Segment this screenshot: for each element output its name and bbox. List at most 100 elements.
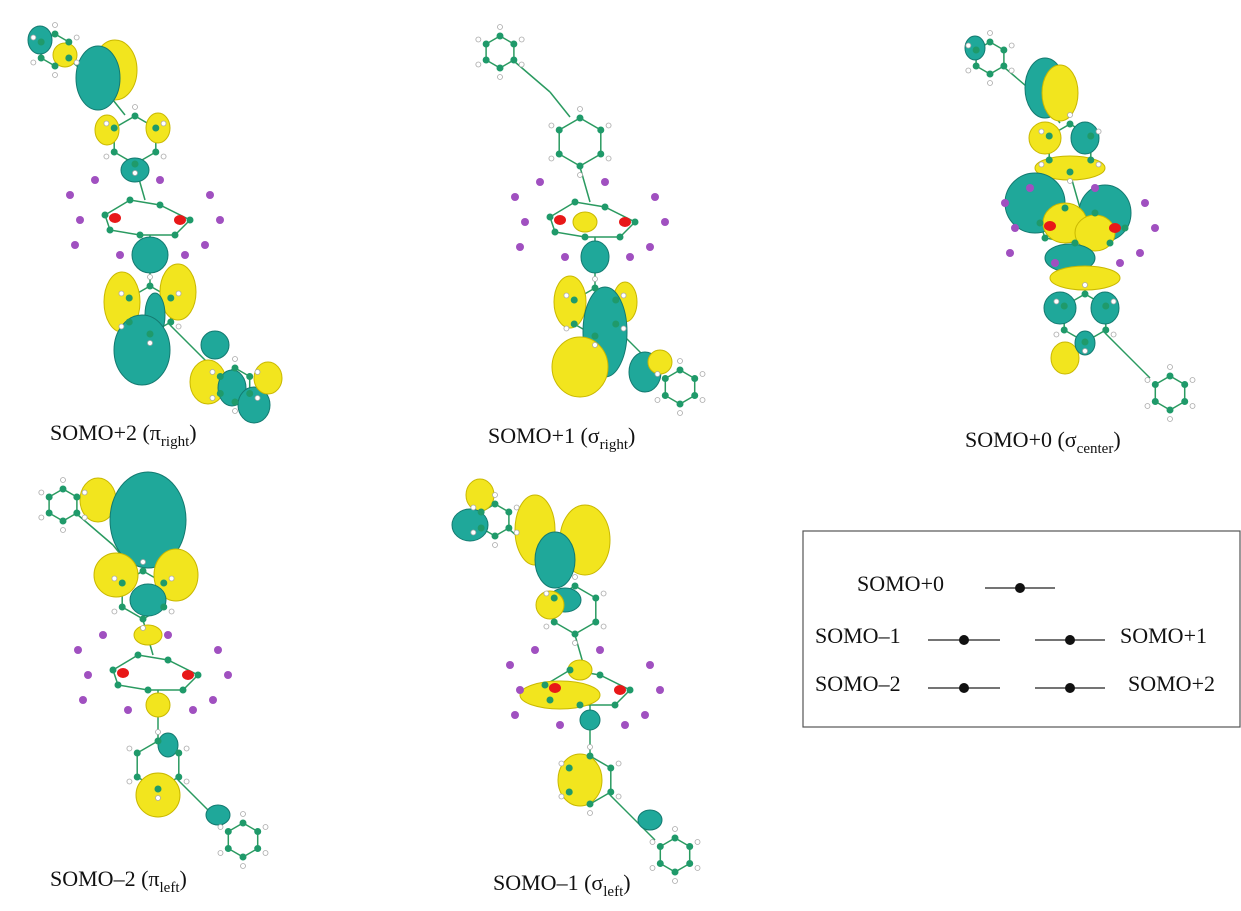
label-main: SOMO–1 (σ [493, 870, 603, 895]
figure: SOMO+2 (πright)SOMO+1 (σright)SOMO+0 (σc… [0, 0, 1241, 911]
hydrogen [476, 62, 481, 67]
hydrogen [184, 746, 189, 751]
label-subscript: left [160, 880, 181, 896]
fluorine [1151, 224, 1159, 232]
atom [102, 212, 109, 219]
label-subscript: left [603, 884, 624, 900]
atom [607, 789, 614, 796]
atom [686, 860, 693, 867]
atom [657, 860, 664, 867]
atom [478, 509, 485, 516]
fluorine [201, 241, 209, 249]
atom [167, 319, 174, 326]
atom [572, 583, 579, 590]
hydrogen [966, 68, 971, 73]
hydrogen [255, 370, 260, 375]
legend-label: SOMO–1 [815, 623, 901, 648]
molecule [39, 472, 268, 869]
hydrogen [493, 493, 498, 498]
fluorine [1091, 184, 1099, 192]
fluorine [651, 193, 659, 201]
hydrogen [678, 411, 683, 416]
atom [566, 765, 573, 772]
atom [147, 331, 154, 338]
atom [1067, 169, 1074, 176]
hydrogen [31, 35, 36, 40]
hydrogen [1054, 332, 1059, 337]
atom [1046, 157, 1053, 164]
hydrogen [700, 372, 705, 377]
atom [1102, 327, 1109, 334]
atom [52, 63, 59, 70]
atom [483, 57, 490, 64]
hydrogen [133, 171, 138, 176]
atom [497, 33, 504, 40]
fluorine [1051, 259, 1059, 267]
fluorine [71, 241, 79, 249]
molecule [476, 25, 705, 416]
hydrogen [498, 75, 503, 80]
hydrogen [141, 560, 146, 565]
atom [165, 657, 172, 664]
fluorine [516, 243, 524, 251]
hydrogen [593, 343, 598, 348]
atom [160, 604, 167, 611]
orbital-lobe [136, 773, 180, 817]
orbital-lobe [158, 733, 178, 757]
atom [552, 229, 559, 236]
fluorine [99, 631, 107, 639]
atom [155, 786, 162, 793]
orbital-lobe [206, 805, 230, 825]
hydrogen [519, 37, 524, 42]
hydrogen [241, 864, 246, 869]
atom [572, 199, 579, 206]
orbital-lobe [648, 350, 672, 374]
hydrogen [601, 591, 606, 596]
atom [592, 285, 599, 292]
atom [592, 595, 599, 602]
hydrogen [1111, 299, 1116, 304]
fluorine [531, 646, 539, 654]
hydrogen [255, 396, 260, 401]
hydrogen [650, 866, 655, 871]
fluorine [224, 671, 232, 679]
atom [38, 55, 45, 62]
fluorine [506, 661, 514, 669]
ring [660, 838, 689, 872]
atom [111, 149, 118, 156]
atom [691, 392, 698, 399]
orbital-lobe [76, 46, 120, 110]
orbital-lobe [638, 810, 662, 830]
atom [597, 151, 604, 158]
hydrogen [559, 761, 564, 766]
atom [1042, 235, 1049, 242]
oxygen [619, 217, 631, 227]
legend-label: SOMO–2 [815, 671, 901, 696]
molecule [28, 23, 282, 424]
atom [1107, 240, 1114, 247]
atom [582, 234, 589, 241]
atom [217, 373, 224, 380]
atom [119, 580, 126, 587]
atom [571, 321, 578, 328]
hydrogen [601, 624, 606, 629]
orbital-lobe [254, 362, 282, 394]
hydrogen [104, 121, 109, 126]
fluorine [206, 191, 214, 199]
atom [60, 518, 67, 525]
atom [1072, 240, 1079, 247]
atom [556, 127, 563, 134]
fluorine [181, 251, 189, 259]
hydrogen [559, 794, 564, 799]
hydrogen [1009, 68, 1014, 73]
fluorine [1001, 199, 1009, 207]
atom [46, 510, 53, 517]
fluorine [216, 216, 224, 224]
label-main: SOMO+1 (σ [488, 423, 600, 448]
fluorine [164, 631, 172, 639]
hydrogen [588, 745, 593, 750]
oxygen [1109, 223, 1121, 233]
atom [677, 367, 684, 374]
bond [1105, 333, 1150, 378]
atom [551, 619, 558, 626]
